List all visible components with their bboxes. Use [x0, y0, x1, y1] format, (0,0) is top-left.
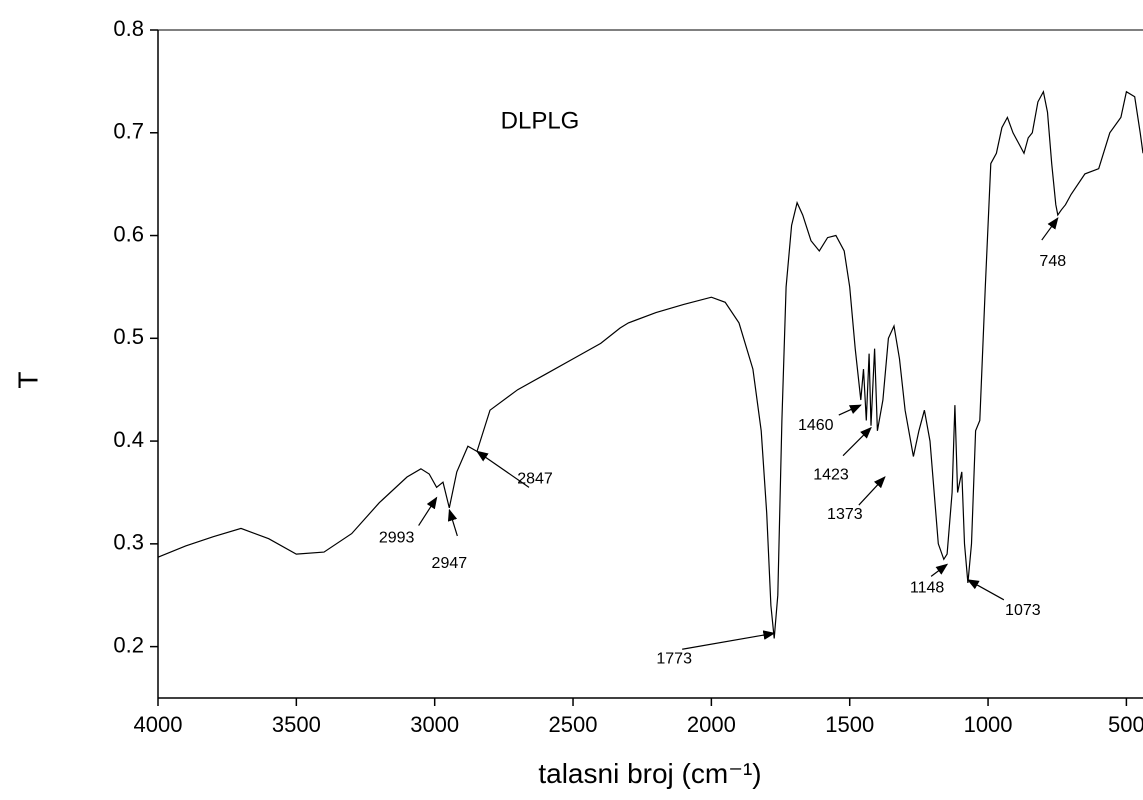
x-axis-label: talasni broj (cm⁻¹): [538, 758, 761, 789]
annotation-arrow: [476, 450, 530, 488]
x-tick-label: 2000: [687, 712, 736, 737]
y-tick-label: 0.3: [113, 530, 144, 555]
x-tick-label: 1500: [825, 712, 874, 737]
annotation-label: 2993: [379, 530, 415, 547]
x-tick-label: 2500: [549, 712, 598, 737]
y-tick-label: 0.4: [113, 427, 144, 452]
x-tick-label: 3000: [410, 712, 459, 737]
x-tick-label: 3500: [272, 712, 321, 737]
y-tick-label: 0.6: [113, 221, 144, 246]
annotation-arrow: [447, 508, 458, 537]
annotation-label: 1073: [1005, 602, 1041, 619]
annotation-label: 2947: [432, 555, 468, 572]
x-tick-label: 4000: [134, 712, 183, 737]
annotation-label: 1773: [656, 650, 692, 667]
annotation-arrow: [418, 496, 438, 526]
y-tick-label: 0.5: [113, 324, 144, 349]
annotation-arrow: [842, 426, 872, 457]
annotation-arrow: [966, 579, 1005, 601]
annotation-arrow: [682, 630, 776, 650]
y-tick-label: 0.7: [113, 119, 144, 144]
annotation-label: 748: [1039, 253, 1066, 270]
annotation-arrow: [1041, 217, 1059, 241]
x-tick-label: 1000: [964, 712, 1013, 737]
y-axis-label: T: [12, 371, 43, 388]
annotation-arrow: [858, 476, 886, 506]
spectrum-line: [157, 89, 1143, 639]
annotation-arrow: [930, 563, 949, 577]
annotation-label: 1148: [910, 579, 945, 596]
annotation-label: 1423: [813, 467, 849, 484]
annotation-label: 2847: [517, 470, 553, 487]
y-tick-label: 0.2: [113, 632, 144, 657]
y-tick-label: 0.8: [113, 16, 144, 41]
annotation-label: 1460: [798, 417, 834, 434]
annotation-arrow: [838, 404, 862, 416]
annotation-label: 1373: [827, 506, 863, 523]
annotation: DLPLG: [501, 107, 580, 134]
x-tick-label: 500: [1108, 712, 1143, 737]
